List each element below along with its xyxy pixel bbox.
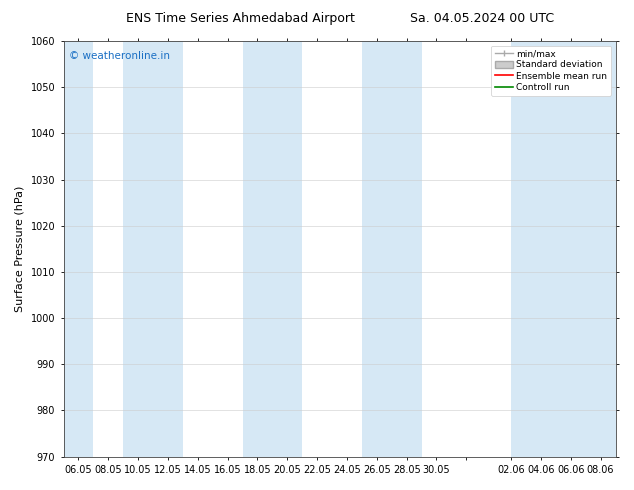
Bar <box>123 41 183 457</box>
Legend: min/max, Standard deviation, Ensemble mean run, Controll run: min/max, Standard deviation, Ensemble me… <box>491 46 611 96</box>
Text: © weatheronline.in: © weatheronline.in <box>69 51 170 61</box>
Bar <box>63 41 93 457</box>
Text: Sa. 04.05.2024 00 UTC: Sa. 04.05.2024 00 UTC <box>410 12 554 25</box>
Bar <box>511 41 630 457</box>
Y-axis label: Surface Pressure (hPa): Surface Pressure (hPa) <box>15 186 25 312</box>
Bar <box>243 41 302 457</box>
Text: ENS Time Series Ahmedabad Airport: ENS Time Series Ahmedabad Airport <box>126 12 356 25</box>
Bar <box>362 41 422 457</box>
